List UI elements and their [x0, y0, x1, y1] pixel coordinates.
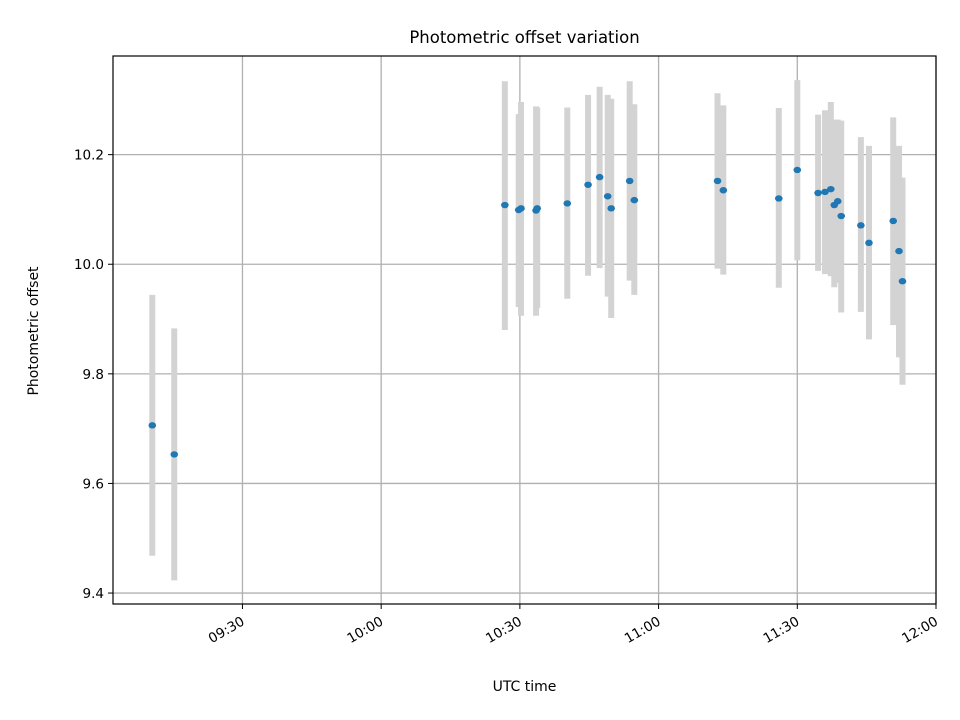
y-tick-label: 10.0 — [74, 257, 104, 273]
data-point — [625, 177, 634, 185]
data-point — [630, 196, 639, 204]
data-point — [865, 239, 873, 247]
data-point — [719, 187, 728, 194]
data-point — [713, 177, 722, 185]
chart-title: Photometric offset variation — [409, 28, 639, 47]
data-point — [857, 222, 865, 229]
data-point — [837, 212, 846, 220]
data-point — [170, 451, 179, 458]
data-point — [603, 193, 612, 200]
data-point — [833, 198, 842, 205]
data-point — [889, 217, 898, 225]
data-point — [595, 173, 604, 181]
data-point — [563, 200, 572, 207]
y-tick-label: 10.2 — [74, 148, 104, 164]
data-point — [774, 195, 783, 202]
y-axis-label: Photometric offset — [26, 266, 42, 396]
data-point — [584, 181, 592, 188]
y-tick-label: 9.8 — [83, 367, 104, 383]
data-point — [814, 189, 822, 197]
data-point — [517, 205, 525, 212]
data-points — [148, 166, 907, 458]
data-point — [793, 166, 802, 174]
data-point — [827, 185, 835, 193]
data-point — [533, 205, 542, 212]
data-point — [821, 188, 829, 196]
data-point — [607, 205, 615, 212]
x-axis-label: UTC time — [493, 679, 557, 695]
data-point — [895, 247, 903, 255]
y-tick-label: 9.4 — [83, 586, 104, 602]
plot-area-frame — [112, 55, 937, 605]
data-point — [148, 422, 157, 429]
data-point — [898, 278, 907, 285]
y-axis-ticks: 9.4 9.6 9.8 10.0 10.2 — [74, 148, 113, 602]
data-point — [501, 201, 509, 209]
y-tick-label: 9.6 — [83, 476, 104, 492]
